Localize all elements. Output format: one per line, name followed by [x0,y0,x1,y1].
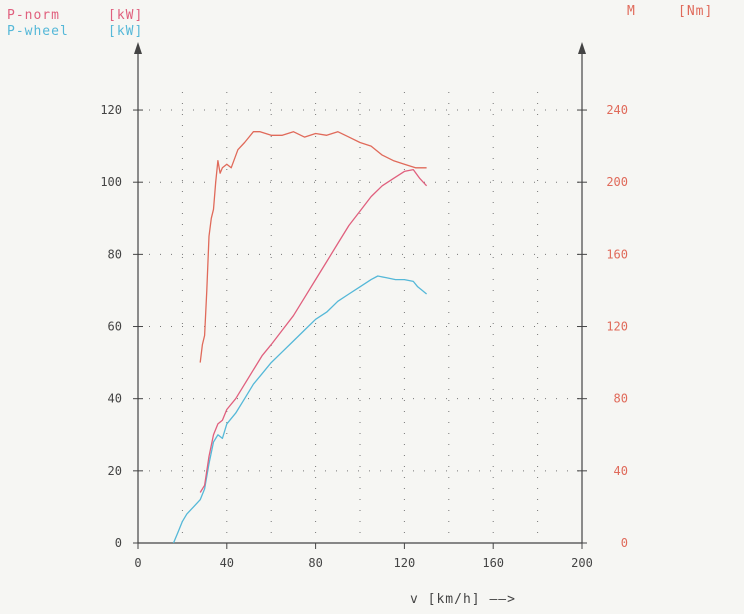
series-layer [172,131,428,544]
y-left-tick-label: 40 [108,392,122,406]
y-left-tick-label: 20 [108,464,122,478]
pwheel-legend-label: P-wheel [7,24,69,39]
y-right-tick-label: 120 [606,320,628,334]
x-tick-label: 0 [134,556,141,570]
pnorm-legend-label: P-norm [7,8,60,23]
y-left-tick-label: 100 [100,175,122,189]
grid-layer [138,92,582,543]
pwheel-legend-unit: [kW] [108,24,144,39]
y-right-tick-label: 80 [614,392,628,406]
x-tick-label: 40 [220,556,234,570]
x-tick-label: 160 [482,556,504,570]
y-right-tick-label: 240 [606,103,628,117]
right-axis-arrow [578,42,586,54]
y-left-tick-label: 120 [100,103,122,117]
pnorm-legend-unit: [kW] [108,8,144,23]
y-right-tick-label: 0 [621,536,628,550]
y-left-tick-label: 0 [115,536,122,550]
y-right-tick-label: 160 [606,247,628,261]
x-tick-label: 200 [571,556,593,570]
ticks-layer: 0 40 80 120 160 200 0 20 40 60 80 100 120 0 40 80 120 160… [100,103,628,570]
series-line-p-norm [199,168,428,493]
y-left-tick-label: 80 [108,247,122,261]
x-tick-label: 80 [308,556,322,570]
x-tick-label: 120 [394,556,416,570]
series-line-p-wheel [172,275,428,544]
x-axis-label: v [km/h] ——> [410,592,516,607]
y-left-tick-label: 60 [108,320,122,334]
torque-legend-label: M [627,4,636,19]
left-axis-arrow [134,42,142,54]
torque-legend-unit: [Nm] [678,4,714,19]
y-right-tick-label: 200 [606,175,628,189]
series-line-m [199,131,427,363]
y-right-tick-label: 40 [614,464,628,478]
axes-layer [134,42,586,544]
